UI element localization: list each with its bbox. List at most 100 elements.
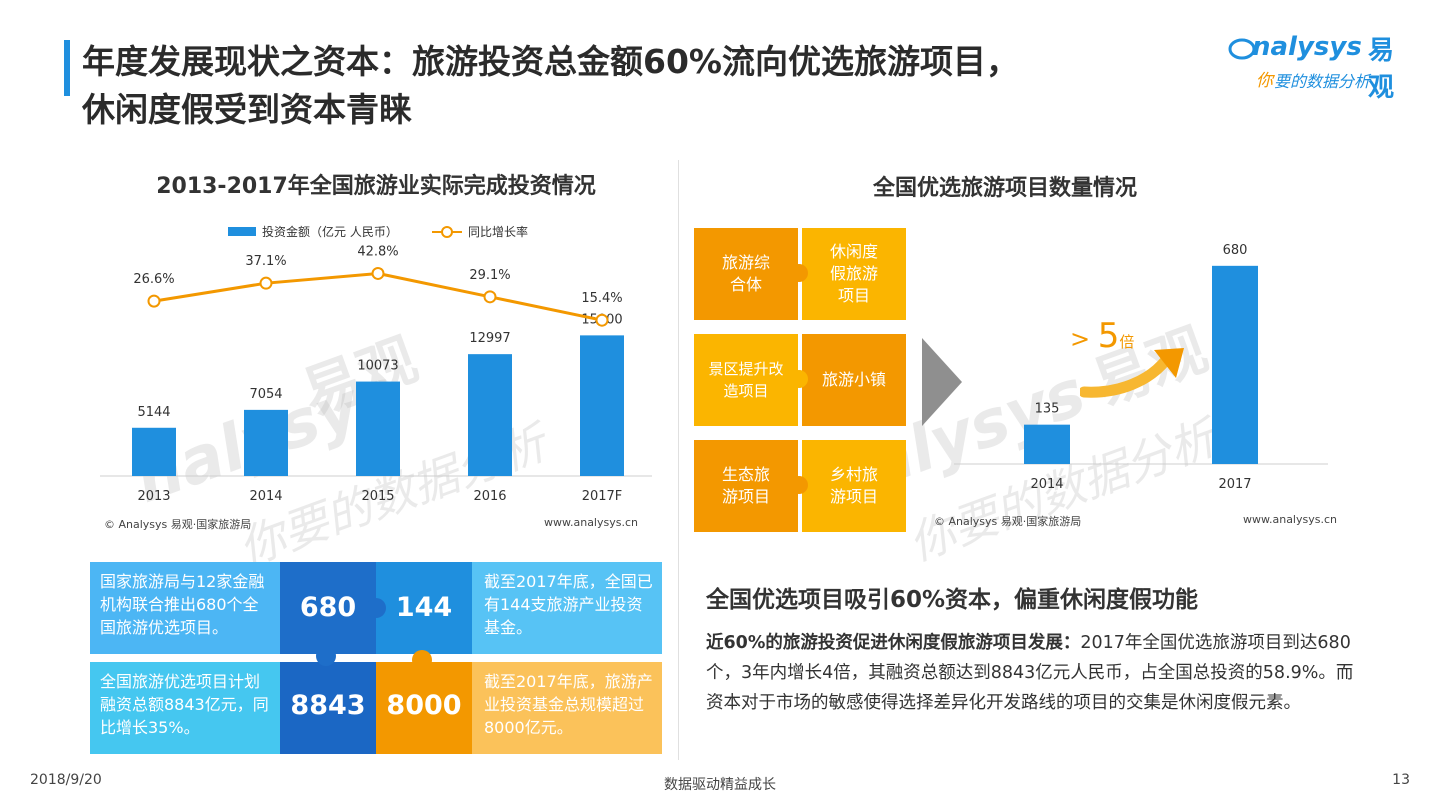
legend-bar-label: 投资金额（亿元 人民币） bbox=[262, 225, 398, 239]
project-type-label: 生态旅 游项目 bbox=[721, 465, 770, 506]
bar-label-2016: 12997 bbox=[469, 331, 510, 346]
footer-date: 2018/9/20 bbox=[30, 772, 102, 788]
info-bg-br bbox=[472, 662, 662, 754]
info-bg-tr-num bbox=[376, 562, 472, 654]
chevron-right-icon bbox=[922, 338, 962, 426]
info-bg-tl-num bbox=[280, 562, 376, 654]
project-type-scenic: 景区提升改 造项目 bbox=[694, 334, 798, 426]
right-x-tick-2014: 2014 bbox=[1030, 477, 1063, 492]
info-br-number: 8000 bbox=[386, 690, 462, 721]
right-chart-website: www.analysys.cn bbox=[1243, 513, 1337, 526]
puzzle-tab bbox=[366, 598, 386, 618]
project-type-rural: 乡村旅 游项目 bbox=[802, 440, 906, 532]
info-tl-number: 680 bbox=[299, 592, 357, 623]
summary-paragraph: 近60%的旅游投资促进休闲度假旅游项目发展：2017年全国优选旅游项目到达680… bbox=[706, 628, 1366, 718]
growth-label-2015: 42.8% bbox=[357, 244, 398, 259]
growth-label-2017F: 15.4% bbox=[581, 291, 622, 306]
summary-lead: 近60%的旅游投资促进休闲度假旅游项目发展： bbox=[706, 633, 1081, 653]
growth-callout: > 5倍 bbox=[1070, 316, 1134, 356]
bar-label-2014: 7054 bbox=[249, 387, 282, 402]
growth-point-2015 bbox=[371, 266, 385, 280]
project-type-label: 休闲度 假旅游 项目 bbox=[829, 242, 878, 305]
legend-line-label: 同比增长率 bbox=[468, 225, 529, 239]
bar-2016 bbox=[468, 354, 512, 476]
summary-title: 全国优选项目吸引60%资本，偏重休闲度假功能 bbox=[706, 587, 1199, 613]
growth-point-2016 bbox=[483, 290, 497, 304]
growth-label-2014: 37.1% bbox=[245, 254, 286, 269]
growth-line bbox=[153, 271, 603, 322]
growth-point-2013 bbox=[147, 294, 161, 308]
growth-number: 5 bbox=[1097, 316, 1120, 356]
right-bar-2014 bbox=[1024, 424, 1070, 464]
logo-cn: 易观 bbox=[1368, 36, 1395, 103]
growth-prefix: > bbox=[1070, 325, 1091, 353]
investment-info-panel: 国家旅游局与12家金融机构联合推出680个全国旅游优选项目。 680 144 截… bbox=[90, 562, 662, 754]
project-type-eco: 生态旅 游项目 bbox=[694, 440, 798, 532]
info-bl-text: 全国旅游优选项目计划融资总额8843亿元，同比增长35%。 bbox=[100, 672, 269, 737]
project-type-label: 旅游小镇 bbox=[821, 370, 886, 389]
growth-unit: 倍 bbox=[1119, 333, 1135, 351]
x-tick-2016: 2016 bbox=[473, 489, 506, 504]
right-chart: 135 2014 680 2017 bbox=[954, 243, 1328, 492]
left-chart-title: 2013-2017年全国旅游业实际完成投资情况 bbox=[156, 174, 596, 199]
x-tick-2017F: 2017F bbox=[582, 489, 623, 504]
summary-body: 2017年全国优选旅游项目到达680个，3年内增长4倍，其融资总额达到8843亿… bbox=[706, 633, 1354, 713]
growth-label-2016: 29.1% bbox=[469, 268, 510, 283]
left-chart: 5144201370542014100732015129972016150002… bbox=[100, 244, 652, 504]
section-divider bbox=[678, 160, 679, 760]
info-bg-tl bbox=[90, 562, 280, 654]
info-bg-br-num bbox=[376, 662, 472, 754]
bar-2013 bbox=[132, 427, 176, 476]
left-chart-website: www.analysys.cn bbox=[544, 516, 638, 529]
page-title-line2: 休闲度假受到资本青睐 bbox=[82, 90, 412, 129]
project-type-label: 乡村旅 游项目 bbox=[829, 465, 878, 506]
logo-text: nalysys bbox=[1252, 32, 1362, 62]
info-tr-number: 144 bbox=[395, 592, 453, 623]
info-tr-text: 截至2017年底，全国已有144支旅游产业投资基金。 bbox=[484, 572, 653, 637]
x-tick-2014: 2014 bbox=[249, 489, 282, 504]
project-type-leisure: 休闲度 假旅游 项目 bbox=[802, 228, 906, 320]
puzzle-tab bbox=[412, 650, 432, 670]
right-bar-label-2017: 680 bbox=[1223, 243, 1248, 258]
title-accent-bar bbox=[64, 40, 70, 96]
page-title-line1: 年度发展现状之资本：旅游投资总金额60%流向优选旅游项目， bbox=[82, 42, 1019, 81]
puzzle-tab bbox=[316, 646, 336, 666]
footer-slogan: 数据驱动精益成长 bbox=[664, 777, 776, 793]
right-bar-2017 bbox=[1212, 265, 1258, 464]
puzzle-tab bbox=[790, 370, 808, 388]
bar-2014 bbox=[244, 409, 288, 476]
info-bg-bl-num bbox=[280, 662, 376, 754]
puzzle-tab bbox=[790, 476, 808, 494]
analysys-logo: nalysys 易观 你 要的数据分析 bbox=[1228, 30, 1408, 103]
logo-slogan-first: 你 bbox=[1256, 71, 1273, 91]
bar-2017F bbox=[580, 335, 624, 476]
page-title: 年度发展现状之资本：旅游投资总金额60%流向优选旅游项目， 休闲度假受到资本青睐 bbox=[82, 38, 1212, 134]
growth-point-2014 bbox=[259, 276, 273, 290]
bar-label-2013: 5144 bbox=[137, 405, 170, 420]
bar-2015 bbox=[356, 381, 400, 476]
right-bar-label-2014: 135 bbox=[1035, 402, 1060, 417]
growth-arrow-icon bbox=[1080, 348, 1184, 398]
project-type-label: 旅游综 合体 bbox=[721, 253, 770, 294]
growth-label-2013: 26.6% bbox=[133, 272, 174, 287]
right-chart-source: © Analysys 易观·国家旅游局 bbox=[934, 515, 1082, 528]
x-tick-2015: 2015 bbox=[361, 489, 394, 504]
right-chart-title: 全国优选旅游项目数量情况 bbox=[872, 176, 1137, 201]
info-br-text: 截至2017年底，旅游产业投资基金总规模超过8000亿元。 bbox=[484, 672, 653, 737]
info-bg-tr bbox=[472, 562, 662, 654]
info-tl-text: 国家旅游局与12家金融机构联合推出680个全国旅游优选项目。 bbox=[100, 572, 265, 637]
project-type-complex: 旅游综 合体 bbox=[694, 228, 798, 320]
project-types-puzzle: 旅游综 合体 休闲度 假旅游 项目 景区提升改 造项目 旅游小镇 生态旅 游项目… bbox=[694, 228, 906, 532]
info-bg-bl bbox=[90, 662, 280, 754]
logo-swoosh-icon bbox=[1228, 38, 1256, 60]
project-type-town: 旅游小镇 bbox=[802, 334, 906, 426]
bar-label-2015: 10073 bbox=[357, 359, 398, 374]
legend-bar-swatch bbox=[228, 227, 256, 236]
left-chart-source: © Analysys 易观·国家旅游局 bbox=[104, 518, 252, 531]
info-bl-number: 8843 bbox=[290, 690, 366, 721]
x-tick-2013: 2013 bbox=[137, 489, 170, 504]
page-number: 13 bbox=[1392, 772, 1410, 788]
puzzle-tab bbox=[790, 264, 808, 282]
right-x-tick-2017: 2017 bbox=[1218, 477, 1251, 492]
project-type-label: 景区提升改 造项目 bbox=[708, 360, 784, 400]
